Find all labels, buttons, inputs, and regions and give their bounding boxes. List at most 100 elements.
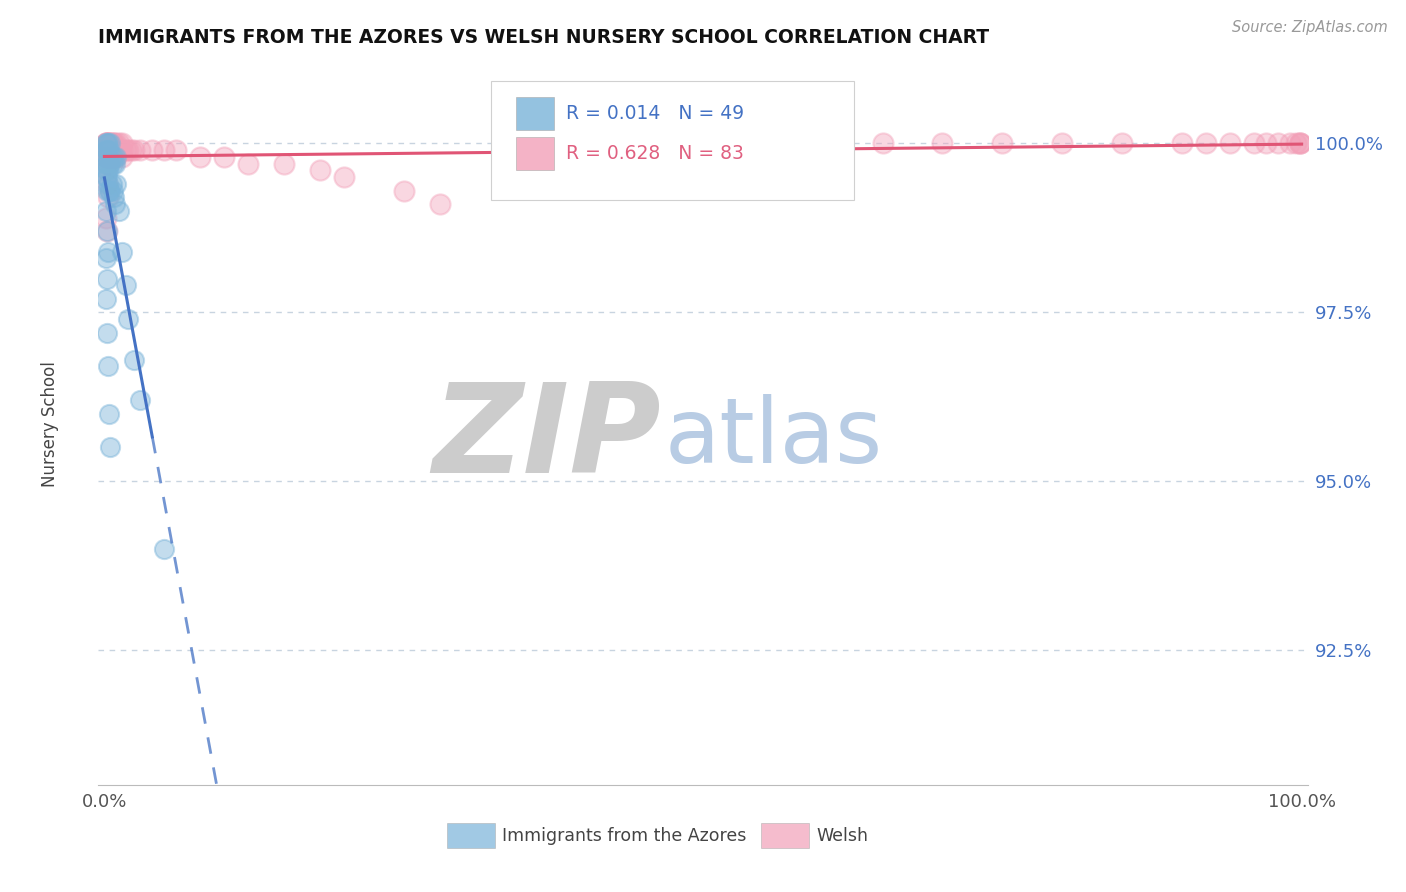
Point: [107, 136, 129, 151]
Point: [124, 352, 146, 367]
Point: [96, 170, 118, 185]
Point: [96, 136, 118, 151]
Point: [97, 136, 120, 151]
Text: IMMIGRANTS FROM THE AZORES VS WELSH NURSERY SCHOOL CORRELATION CHART: IMMIGRANTS FROM THE AZORES VS WELSH NURS…: [98, 28, 990, 47]
FancyBboxPatch shape: [761, 823, 810, 847]
Point: [111, 244, 134, 259]
Point: [96, 271, 118, 285]
Point: [991, 136, 1014, 151]
Point: [98, 143, 121, 157]
Point: [1171, 136, 1194, 151]
Point: [100, 150, 122, 164]
Point: [100, 143, 122, 157]
Point: [117, 143, 139, 157]
Text: R = 0.014   N = 49: R = 0.014 N = 49: [567, 104, 745, 123]
Point: [103, 136, 125, 151]
Point: [100, 136, 122, 151]
Point: [96, 326, 118, 340]
Point: [1243, 136, 1265, 151]
Point: [107, 204, 129, 219]
Text: Source: ZipAtlas.com: Source: ZipAtlas.com: [1232, 20, 1388, 35]
Point: [429, 197, 451, 211]
Point: [104, 150, 127, 164]
Point: [97, 163, 120, 178]
Point: [96, 143, 118, 157]
Point: [98, 143, 121, 157]
Point: [103, 150, 125, 164]
Point: [94, 150, 117, 164]
Point: [1050, 136, 1073, 151]
Point: [101, 157, 124, 171]
Point: [94, 136, 117, 151]
Point: [309, 163, 332, 178]
Point: [94, 136, 117, 151]
Point: [105, 143, 128, 157]
Text: R = 0.628   N = 83: R = 0.628 N = 83: [567, 144, 744, 163]
Point: [1219, 136, 1241, 151]
Point: [188, 150, 211, 164]
FancyBboxPatch shape: [516, 136, 554, 170]
Point: [96, 224, 118, 238]
Point: [96, 157, 118, 171]
Point: [98, 184, 121, 198]
Point: [105, 150, 128, 164]
Point: [273, 157, 295, 171]
Point: [97, 143, 120, 157]
Point: [94, 170, 117, 185]
Point: [124, 143, 146, 157]
Point: [94, 163, 117, 178]
Point: [103, 143, 125, 157]
Text: atlas: atlas: [664, 394, 883, 483]
Point: [165, 143, 187, 157]
Point: [96, 177, 118, 191]
Point: [100, 150, 122, 164]
Point: [811, 136, 834, 151]
Point: [212, 150, 235, 164]
Point: [1267, 136, 1289, 151]
Point: [96, 150, 118, 164]
Point: [100, 184, 122, 198]
Point: [111, 136, 134, 151]
Point: [153, 143, 176, 157]
Point: [752, 136, 775, 151]
Point: [97, 150, 120, 164]
Point: [111, 150, 134, 164]
Point: [101, 136, 124, 151]
Point: [94, 211, 117, 225]
Point: [117, 312, 139, 326]
Point: [100, 150, 122, 164]
Point: [111, 143, 134, 157]
FancyBboxPatch shape: [516, 97, 554, 130]
Point: [1254, 136, 1277, 151]
Point: [97, 143, 120, 157]
Point: [872, 136, 894, 151]
Point: [101, 184, 124, 198]
Point: [94, 150, 117, 164]
Point: [120, 143, 142, 157]
Point: [98, 407, 121, 421]
Point: [1195, 136, 1218, 151]
Point: [392, 184, 415, 198]
FancyBboxPatch shape: [447, 823, 495, 847]
Point: [96, 136, 118, 151]
Point: [94, 143, 117, 157]
Point: [97, 190, 120, 204]
Point: [129, 143, 152, 157]
Point: [98, 136, 121, 151]
Text: Immigrants from the Azores: Immigrants from the Azores: [502, 827, 747, 845]
Point: [94, 143, 117, 157]
Point: [100, 143, 122, 157]
Point: [96, 157, 118, 171]
Point: [115, 278, 138, 293]
Point: [105, 150, 128, 164]
Point: [94, 136, 117, 151]
Point: [1289, 136, 1312, 151]
Point: [94, 136, 117, 151]
Point: [105, 177, 128, 191]
Point: [96, 184, 118, 198]
Point: [100, 177, 122, 191]
Point: [94, 163, 117, 178]
Point: [96, 143, 118, 157]
Point: [141, 143, 163, 157]
Point: [97, 244, 120, 259]
